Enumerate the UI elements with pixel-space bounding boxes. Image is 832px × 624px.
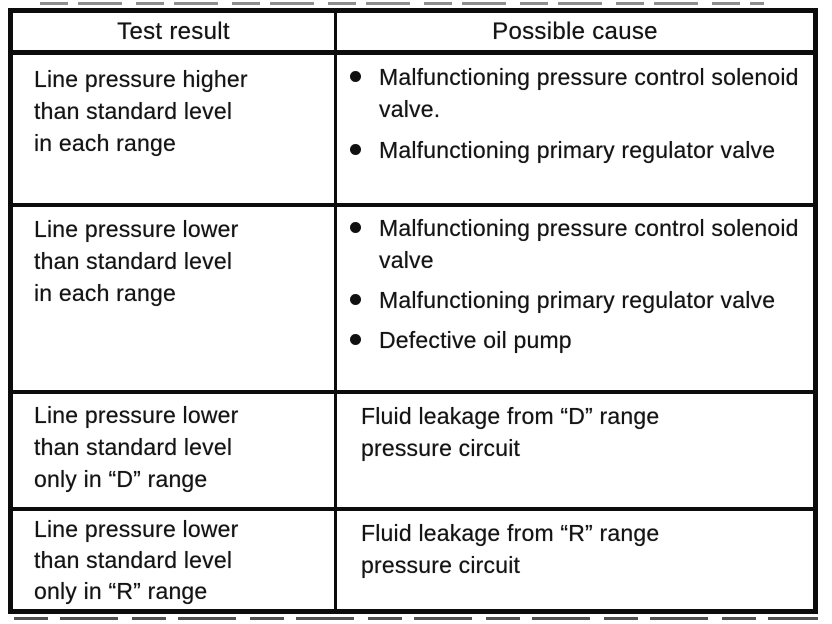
test-result-line: in each range — [34, 280, 176, 306]
cause-text: Malfunctioning primary regulator valve — [379, 137, 776, 163]
test-result-line: than standard level — [34, 248, 233, 274]
cause-item: Malfunctioning primary regulator valve — [350, 134, 809, 166]
bullet-icon — [350, 71, 361, 82]
cause-item: Malfunctioning pressure control solenoid… — [350, 61, 809, 125]
test-result-line: only in “D” range — [34, 466, 208, 492]
cause-text: Malfunctioning pressure control solenoid… — [379, 64, 799, 122]
test-result-line: Line pressure lower — [34, 402, 239, 428]
cause-text: Malfunctioning pressure control solenoid… — [379, 215, 799, 273]
test-result-line: only in “R” range — [34, 578, 208, 604]
table-cell-possible-cause: Malfunctioning pressure control solenoid… — [337, 50, 813, 203]
bullet-icon — [350, 222, 361, 233]
scan-artifact-line — [14, 617, 818, 620]
test-result-line: than standard level — [34, 98, 233, 124]
cause-text: Defective oil pump — [379, 327, 572, 353]
bullet-icon — [350, 294, 361, 305]
cause-item: Malfunctioning primary regulator valve — [350, 284, 809, 316]
test-result-line: in each range — [34, 130, 176, 156]
test-result-line: than standard level — [34, 434, 233, 460]
column-header-label: Test result — [117, 17, 230, 45]
test-result-line: Line pressure lower — [34, 216, 239, 242]
bullet-icon — [350, 144, 361, 155]
table-cell-possible-cause: Fluid leakage from “D” range pressure ci… — [337, 390, 813, 507]
table-cell-test-result: Line pressure lower than standard level … — [13, 203, 337, 390]
troubleshooting-table: Test result Possible cause Line pressure… — [8, 8, 818, 614]
scan-artifact-line — [40, 2, 764, 5]
table-cell-possible-cause: Malfunctioning pressure control solenoid… — [337, 203, 813, 390]
cause-text: Fluid leakage from “D” range pressure ci… — [361, 403, 660, 461]
table-cell-possible-cause: Fluid leakage from “R” range pressure ci… — [337, 507, 813, 609]
cause-text: Malfunctioning primary regulator valve — [379, 287, 776, 313]
cause-text: Fluid leakage from “R” range pressure ci… — [361, 520, 660, 578]
table-cell-test-result: Line pressure lower than standard level … — [13, 507, 337, 609]
test-result-line: Line pressure higher — [34, 66, 248, 92]
table-cell-test-result: Line pressure lower than standard level … — [13, 390, 337, 507]
column-header-test-result: Test result — [13, 13, 337, 50]
bullet-icon — [350, 334, 361, 345]
table-cell-test-result: Line pressure higher than standard level… — [13, 50, 337, 203]
test-result-line: than standard level — [34, 547, 233, 573]
cause-item: Malfunctioning pressure control solenoid… — [350, 212, 809, 276]
column-header-label: Possible cause — [492, 17, 658, 45]
column-header-possible-cause: Possible cause — [337, 13, 813, 50]
cause-item: Defective oil pump — [350, 324, 809, 356]
test-result-line: Line pressure lower — [34, 516, 239, 542]
